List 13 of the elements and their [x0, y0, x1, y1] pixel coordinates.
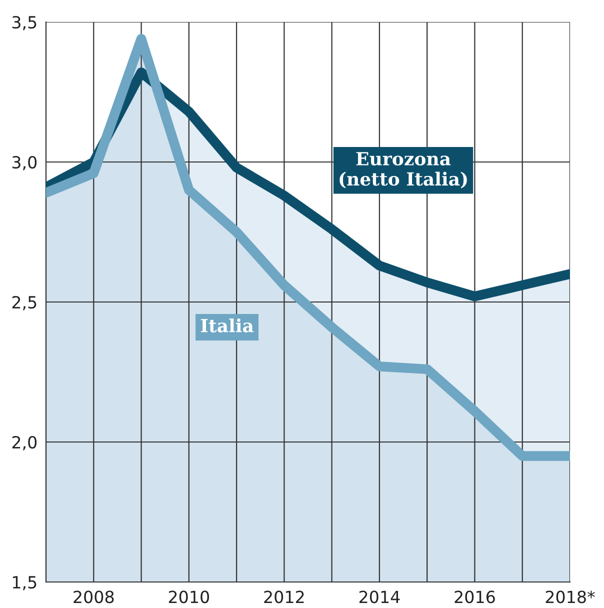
y-tick-label: 2,0: [12, 436, 37, 450]
y-tick-label: 1,5: [12, 576, 36, 590]
x-tick-label: 2012: [264, 590, 304, 604]
x-tick-label: 2014: [359, 590, 400, 604]
y-tick-label: 3,5: [12, 16, 36, 30]
x-tick-label: 2008: [74, 590, 114, 604]
text: Eurozona (netto Italia): [340, 152, 467, 188]
series-label: Italia: [200, 318, 254, 332]
x-tick-label: 2018*: [546, 590, 595, 604]
y-tick-label: 3,0: [12, 156, 37, 170]
x-tick-label: 2016: [454, 590, 495, 604]
x-tick-label: 2010: [168, 590, 210, 604]
y-tick-label: 2,5: [12, 296, 36, 310]
